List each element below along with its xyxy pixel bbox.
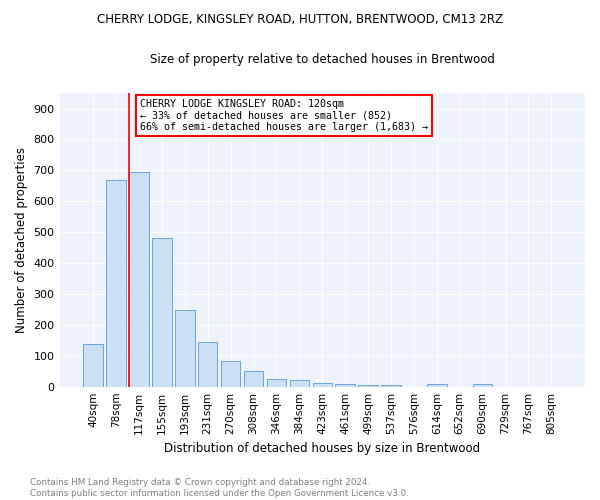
Bar: [427, 384, 446, 386]
Bar: [152, 238, 172, 386]
Bar: [244, 371, 263, 386]
Text: CHERRY LODGE KINGSLEY ROAD: 120sqm
← 33% of detached houses are smaller (852)
66: CHERRY LODGE KINGSLEY ROAD: 120sqm ← 33%…: [140, 99, 428, 132]
Bar: [175, 310, 194, 386]
Title: Size of property relative to detached houses in Brentwood: Size of property relative to detached ho…: [150, 52, 495, 66]
Bar: [267, 378, 286, 386]
Text: Contains HM Land Registry data © Crown copyright and database right 2024.
Contai: Contains HM Land Registry data © Crown c…: [30, 478, 409, 498]
Bar: [473, 384, 493, 386]
Bar: [198, 342, 217, 386]
Bar: [83, 344, 103, 387]
Bar: [381, 385, 401, 386]
Bar: [221, 362, 241, 386]
Y-axis label: Number of detached properties: Number of detached properties: [15, 147, 28, 333]
Bar: [129, 172, 149, 386]
Text: CHERRY LODGE, KINGSLEY ROAD, HUTTON, BRENTWOOD, CM13 2RZ: CHERRY LODGE, KINGSLEY ROAD, HUTTON, BRE…: [97, 12, 503, 26]
Bar: [290, 380, 309, 386]
Bar: [106, 180, 126, 386]
Bar: [313, 383, 332, 386]
X-axis label: Distribution of detached houses by size in Brentwood: Distribution of detached houses by size …: [164, 442, 481, 455]
Bar: [335, 384, 355, 386]
